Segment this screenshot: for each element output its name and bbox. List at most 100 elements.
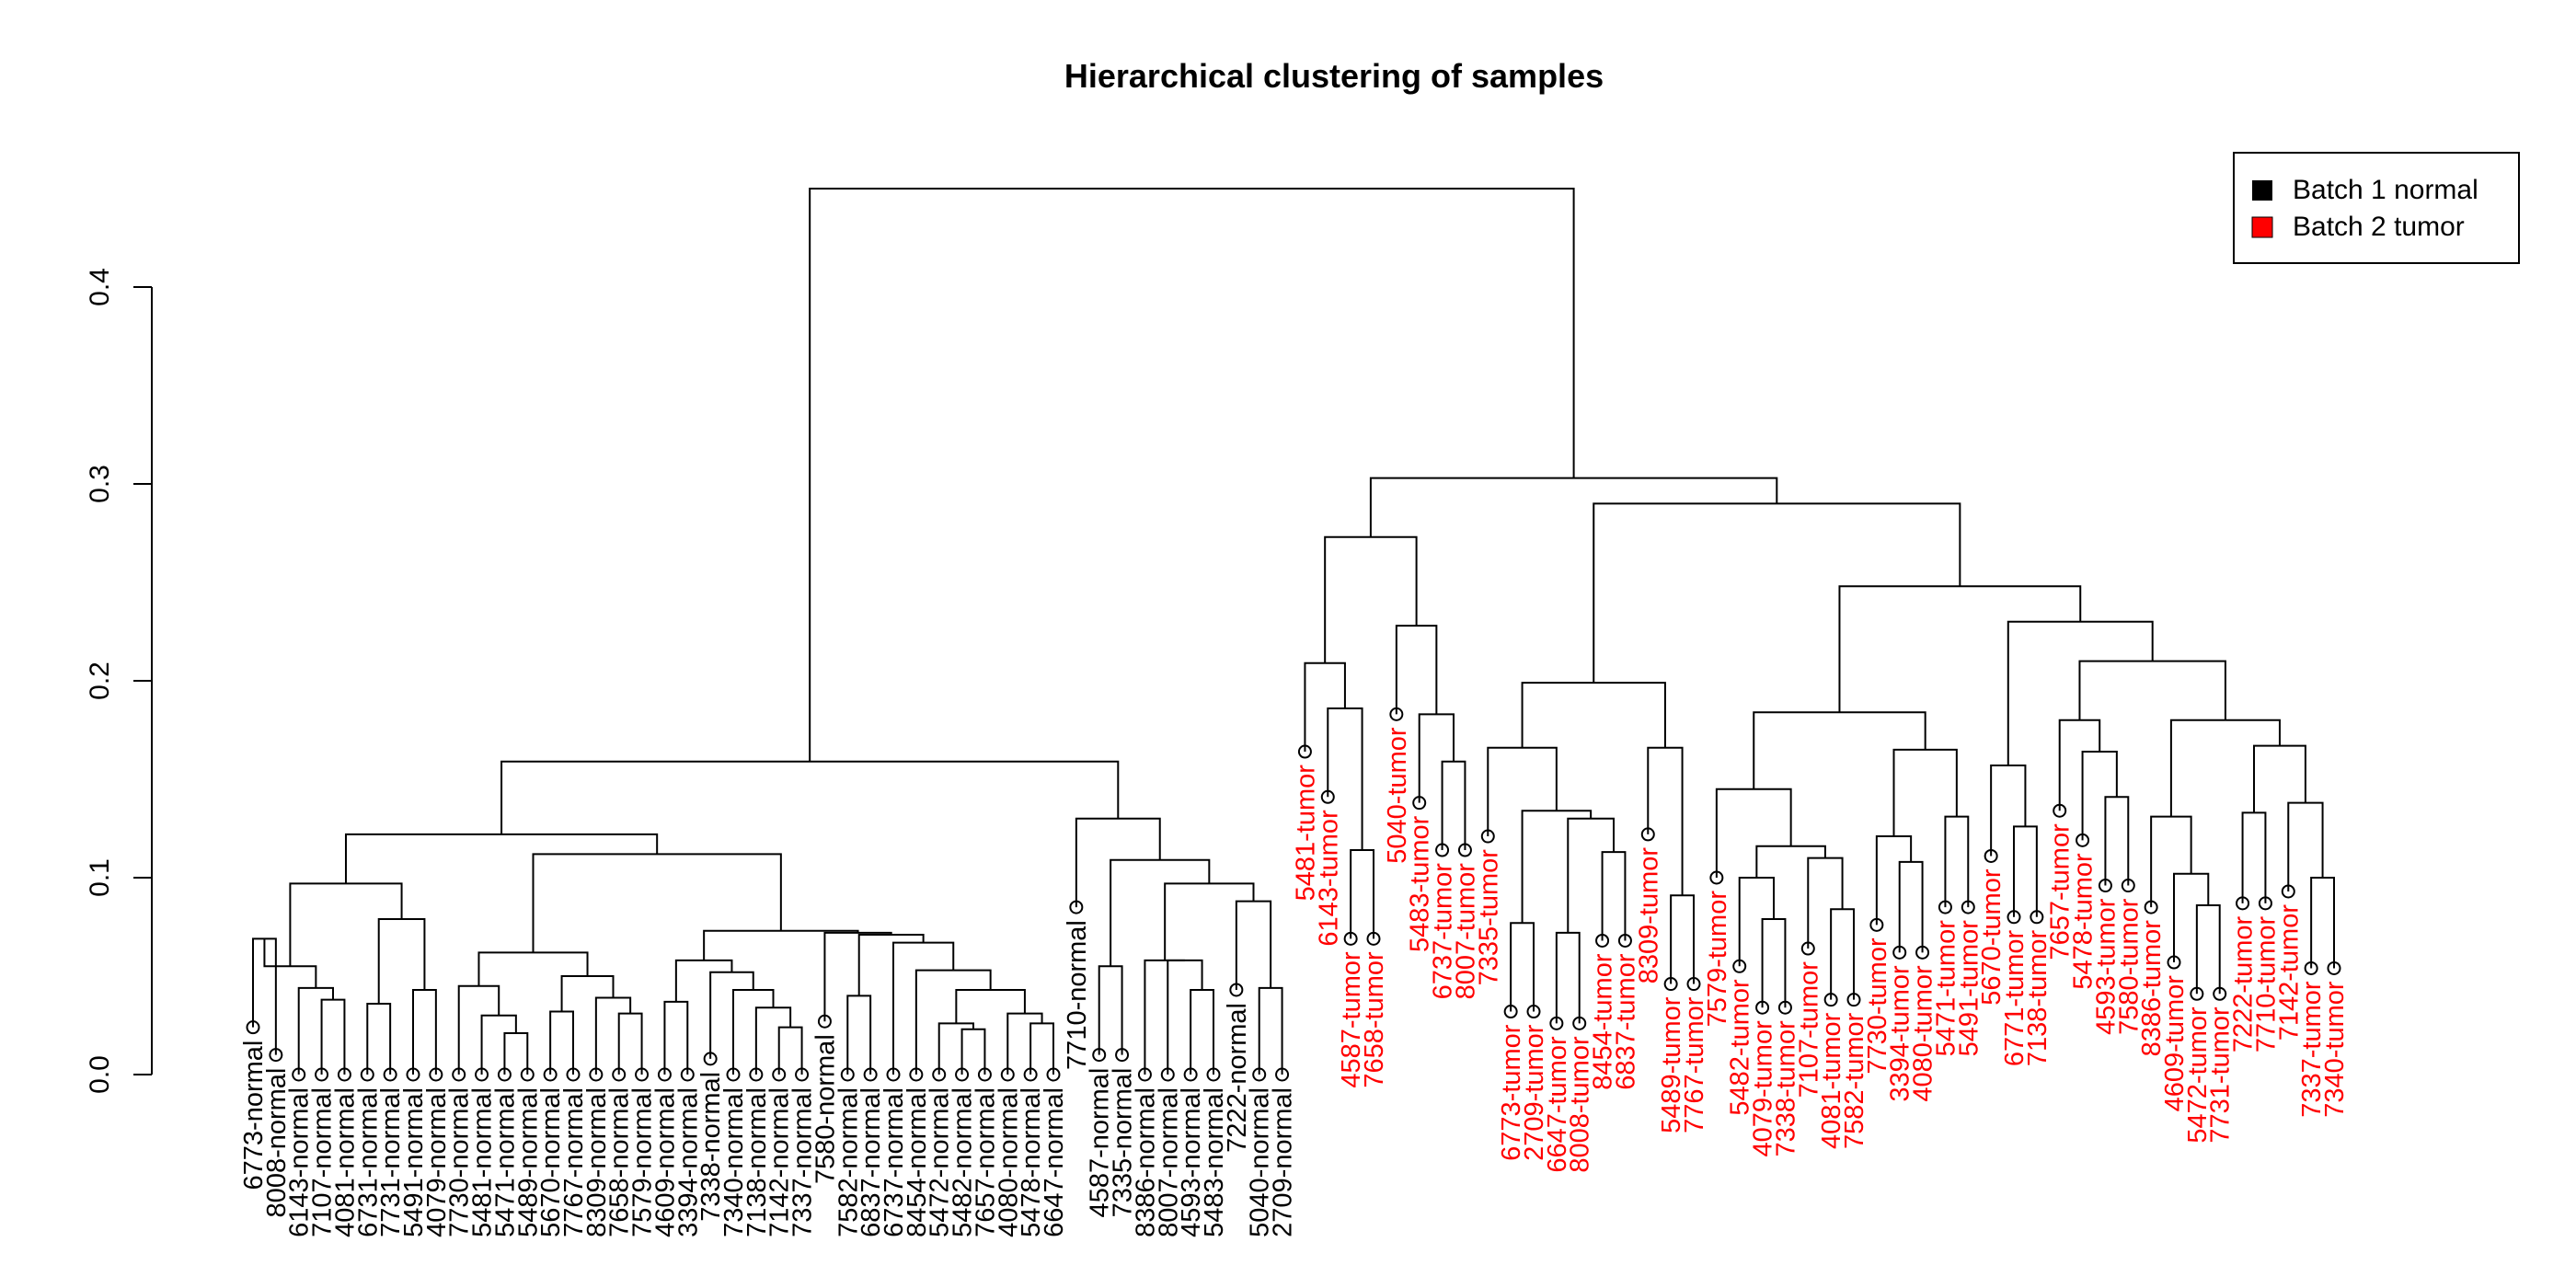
dendrogram-link <box>500 760 1120 834</box>
leaf-label: 7582-tumor <box>1840 1012 1869 1149</box>
dendrogram-link <box>366 1002 392 1075</box>
leaf-label: 2709-tumor <box>1520 1024 1549 1161</box>
dendrogram-link <box>344 833 659 884</box>
leaf-label: 4079-tumor <box>1749 1020 1778 1157</box>
dendrogram-link <box>297 986 334 1075</box>
leaf-label: 5483-normal <box>1200 1087 1229 1237</box>
dendrogram-link <box>1898 860 1924 953</box>
leaf-label: 5491-tumor <box>1954 920 1984 1057</box>
dendrogram-link <box>2104 796 2130 886</box>
leaf-label: 7222-tumor <box>2229 915 2259 1052</box>
leaf-label: 5491-normal <box>399 1087 429 1237</box>
leaf-label: 7582-normal <box>834 1087 863 1237</box>
leaf-marker <box>1206 1067 1221 1082</box>
leaf-marker <box>1800 941 1815 956</box>
dendrogram-link <box>2150 815 2192 908</box>
dendrogram-link <box>1715 788 1792 878</box>
leaf-marker <box>863 1067 878 1082</box>
y-axis: 0.0 0.1 0.2 0.3 0.4 <box>85 268 153 1094</box>
leaf-label: 5670-tumor <box>1977 868 2007 1006</box>
leaf-label: 7142-tumor <box>2274 904 2304 1041</box>
leaf-label: 7138-tumor <box>2023 929 2053 1066</box>
leaf-label: 7340-tumor <box>2320 981 2350 1118</box>
leaf-marker <box>1777 1000 1792 1015</box>
leaf-label: 7338-tumor <box>1771 1020 1800 1157</box>
leaf-marker <box>1275 1067 1290 1082</box>
dendrogram-link <box>320 998 346 1075</box>
dendrogram-link <box>1761 917 1787 1008</box>
dendrogram-links <box>252 188 2335 1075</box>
leaf-marker <box>2030 910 2044 925</box>
leaf-label: 5471-tumor <box>1931 920 1961 1057</box>
leaf-label: 8386-normal <box>1131 1087 1160 1237</box>
dendrogram-link <box>617 1012 643 1075</box>
leaf-marker <box>795 1067 810 1082</box>
leaf-marker <box>315 1067 329 1082</box>
leaf-label: 7142-normal <box>765 1087 795 1237</box>
leaf-marker <box>1595 933 1610 948</box>
leaf-label: 8386-tumor <box>2137 920 2167 1057</box>
legend-label-tumor: Batch 2 tumor <box>2293 212 2465 242</box>
dendrogram-link <box>289 882 403 967</box>
leaf-label: 7340-normal <box>719 1087 749 1237</box>
chart-title: Hierarchical clustering of samples <box>1064 57 1604 95</box>
dendrogram-link <box>2078 660 2226 720</box>
leaf-label: 7138-normal <box>742 1087 772 1237</box>
leaf-label: 7579-tumor <box>1703 891 1732 1028</box>
dendrogram-link <box>2310 877 2335 969</box>
leaf-label: 7731-normal <box>376 1087 406 1237</box>
leaf-marker <box>1503 1005 1518 1019</box>
dendrogram-link <box>1258 986 1283 1075</box>
leaf-marker <box>2213 986 2227 1001</box>
dendrogram-link <box>1990 765 2027 857</box>
dendrogram-link <box>960 1028 986 1075</box>
leaf-marker <box>1663 977 1678 992</box>
dendrogram-link <box>1670 894 1695 984</box>
leaf-marker <box>886 1067 901 1082</box>
leaf-marker <box>1823 993 1838 1007</box>
leaf-marker <box>543 1067 558 1082</box>
leaf-marker <box>657 1067 672 1082</box>
leaf-marker <box>1549 1016 1564 1030</box>
dendrogram-link <box>892 941 955 1075</box>
leaf-marker <box>383 1067 397 1082</box>
leaf-label: 7710-normal <box>1063 920 1092 1070</box>
leaf-label: 7335-normal <box>1109 1068 1138 1218</box>
leaf-marker <box>1846 993 1861 1007</box>
leaf-label: 4587-tumor <box>1337 951 1366 1088</box>
leaf-label: 6143-tumor <box>1314 810 1343 947</box>
leaf-label: 8454-normal <box>903 1087 932 1237</box>
dendrogram-link <box>857 934 925 996</box>
leaf-label: 5482-normal <box>949 1087 978 1237</box>
dendrogram-link <box>823 931 892 1022</box>
leaf-label: 7107-tumor <box>1794 961 1823 1098</box>
leaf-marker <box>1984 848 1998 863</box>
leaf-marker <box>1617 933 1632 948</box>
dendrogram-link <box>1304 661 1346 753</box>
leaf-label: 4081-normal <box>330 1087 360 1237</box>
leaf-marker <box>2144 900 2158 914</box>
leaf-marker <box>2121 879 2135 893</box>
leaf-marker <box>1732 959 1747 973</box>
dendrogram-link <box>937 1022 974 1075</box>
leaf-label: 5670-normal <box>536 1087 566 1237</box>
leaf-label: 8007-tumor <box>1451 863 1480 1000</box>
dendrogram-link <box>663 1000 689 1075</box>
leaf-label: 7580-tumor <box>2114 898 2144 1035</box>
leaf-marker <box>1000 1067 1015 1082</box>
leaf-marker <box>589 1067 604 1082</box>
leaf-marker <box>1457 843 1472 857</box>
leaf-label: 5478-tumor <box>2069 853 2099 990</box>
dendrogram-link <box>1875 835 1913 926</box>
leaf-marker <box>635 1067 650 1082</box>
leaf-marker <box>703 1052 718 1066</box>
leaf-label: 7222-normal <box>1223 1003 1252 1153</box>
leaf-label: 6837-tumor <box>1611 953 1640 1090</box>
legend-swatch-tumor <box>2251 216 2273 238</box>
dendrogram-link <box>1418 713 1455 803</box>
dendrogram-link <box>1521 810 1593 924</box>
leaf-label: 6647-normal <box>1040 1087 1069 1237</box>
dendrogram-link <box>1235 900 1272 990</box>
dendrogram-link <box>846 995 872 1075</box>
